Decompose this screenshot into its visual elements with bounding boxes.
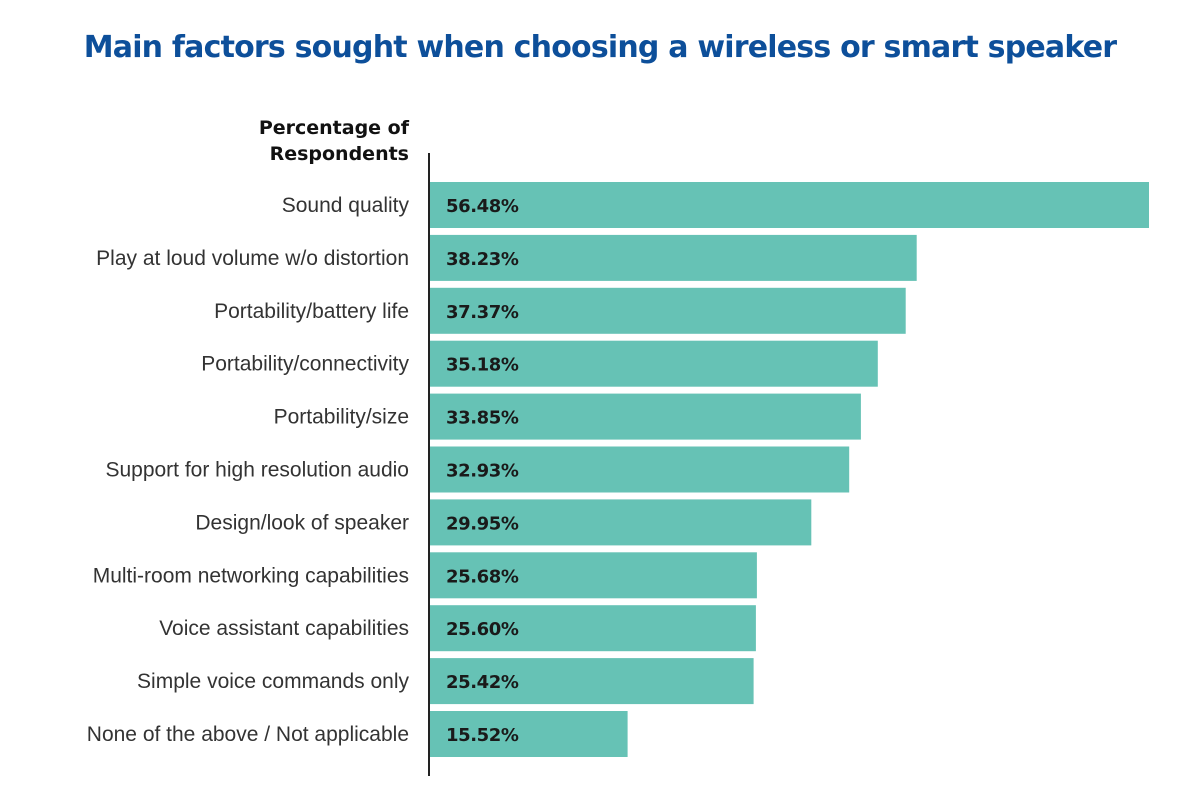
- chart-title: Main factors sought when choosing a wire…: [83, 30, 1117, 65]
- value-label-7: 25.68%: [446, 566, 519, 587]
- category-label-3: Portability/connectivity: [201, 353, 409, 376]
- category-label-6: Design/look of speaker: [195, 511, 409, 534]
- bar-9: [430, 658, 754, 705]
- bar-7: [430, 552, 757, 599]
- category-label-9: Simple voice commands only: [137, 670, 409, 693]
- bar-4: [430, 393, 861, 440]
- value-label-4: 33.85%: [446, 408, 519, 429]
- category-label-10: None of the above / Not applicable: [87, 723, 409, 746]
- category-label-1: Play at loud volume w/o distortion: [96, 247, 409, 270]
- axis-title-line-2: Respondents: [270, 143, 409, 165]
- value-label-5: 32.93%: [446, 461, 519, 482]
- category-label-5: Support for high resolution audio: [105, 459, 409, 482]
- category-label-7: Multi-room networking capabilities: [93, 564, 409, 587]
- bar-5: [430, 446, 850, 493]
- bar-6: [430, 499, 812, 546]
- category-label-2: Portability/battery life: [214, 300, 409, 323]
- bar-0: [430, 182, 1149, 228]
- value-label-6: 29.95%: [446, 513, 519, 534]
- value-label-1: 38.23%: [446, 249, 519, 270]
- value-label-8: 25.60%: [446, 619, 519, 640]
- bars-layer: Sound quality 56.48% Play at loud volume w…: [87, 182, 1149, 757]
- bar-2: [430, 287, 906, 334]
- category-label-4: Portability/size: [274, 406, 409, 429]
- bar-3: [430, 340, 878, 387]
- category-label-8: Voice assistant capabilities: [159, 617, 409, 640]
- value-label-2: 37.37%: [446, 302, 519, 323]
- value-label-10: 15.52%: [446, 725, 519, 746]
- category-label-0: Sound quality: [282, 194, 410, 217]
- bar-8: [430, 605, 756, 652]
- value-label-0: 56.48%: [446, 196, 519, 217]
- value-label-9: 25.42%: [446, 672, 519, 693]
- value-label-3: 35.18%: [446, 355, 519, 376]
- axis-title-line-1: Percentage of: [259, 117, 410, 139]
- bar-1: [430, 234, 917, 281]
- bar-10: [430, 711, 628, 757]
